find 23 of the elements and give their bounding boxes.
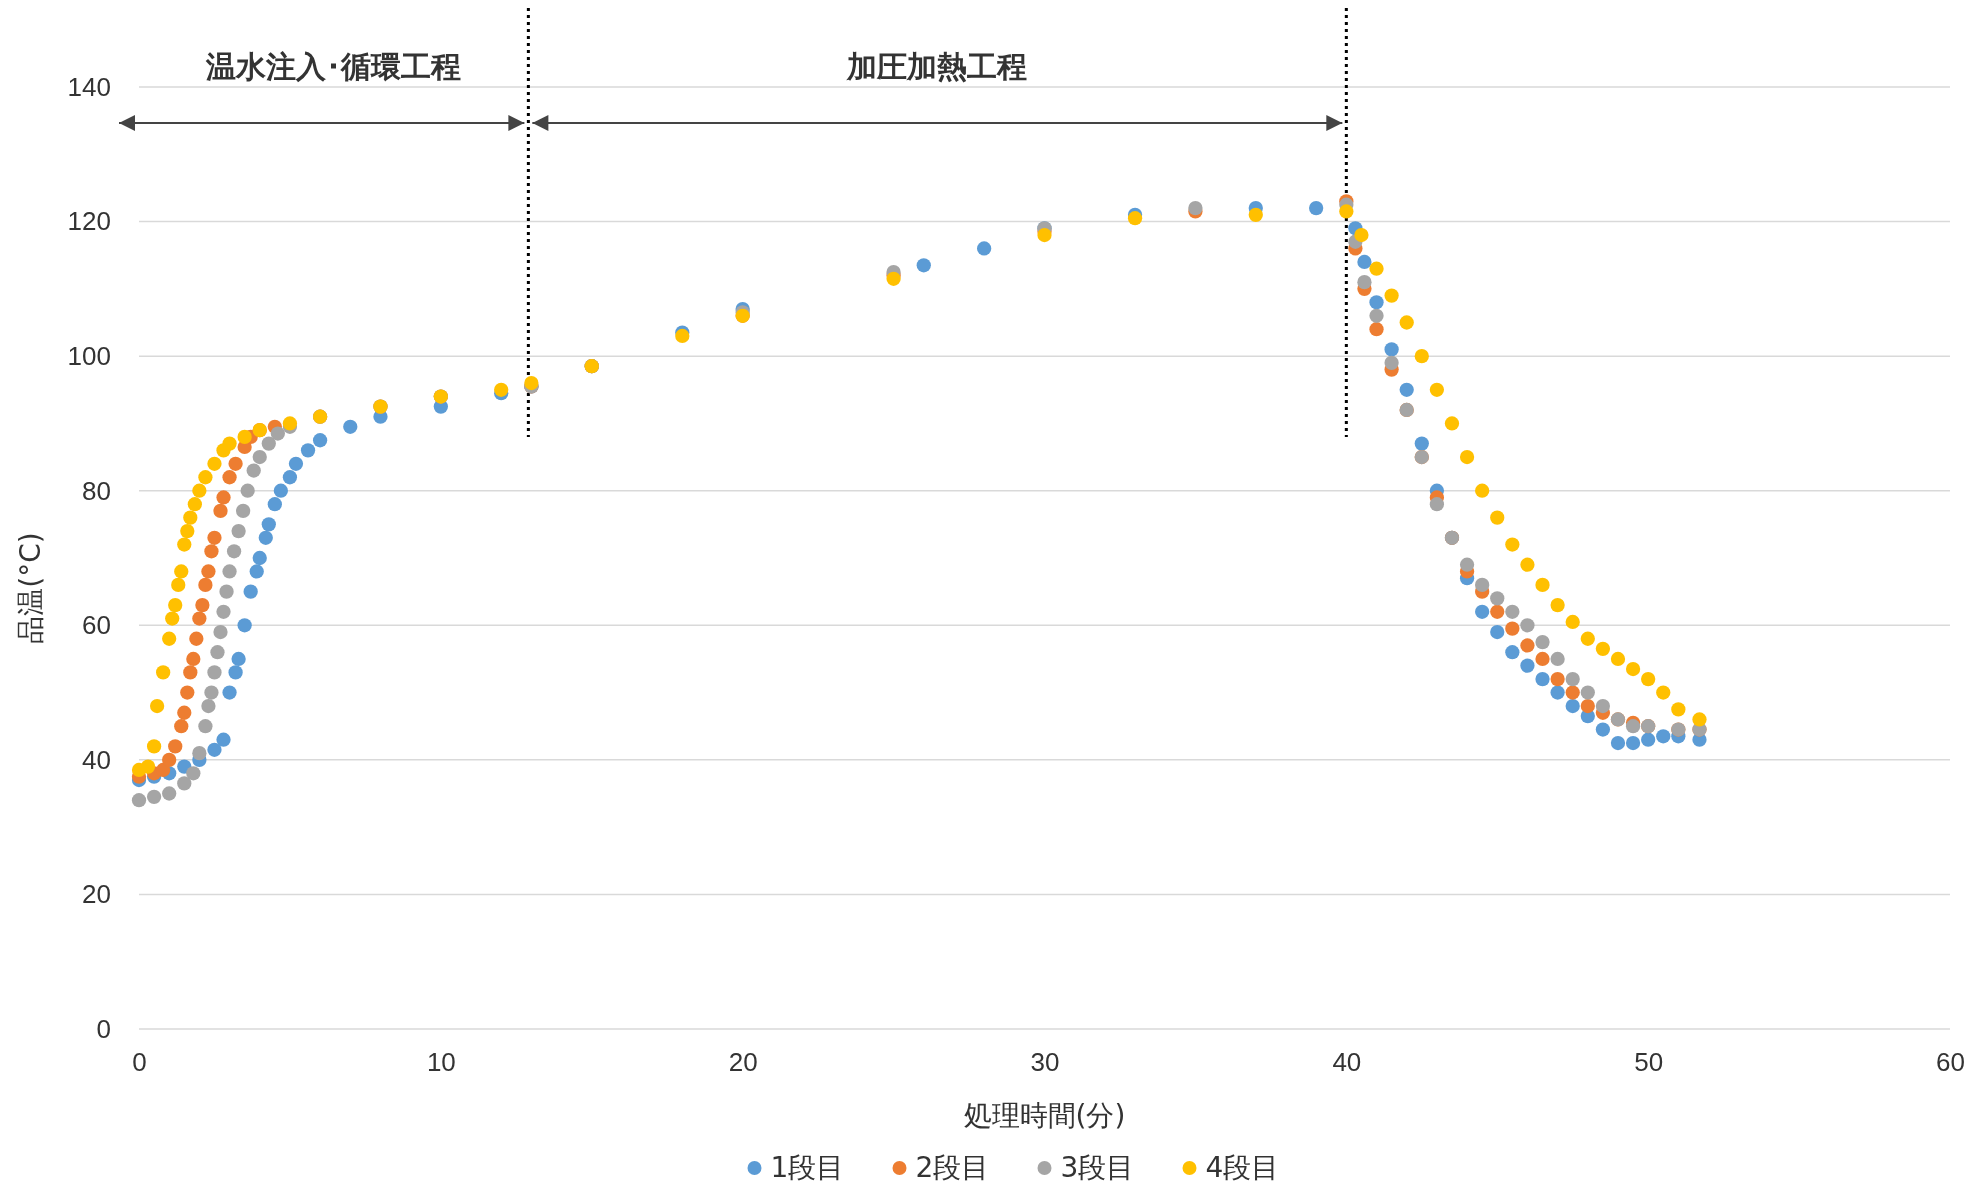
x-tick-label: 50 — [1634, 1047, 1664, 1078]
legend-label: 1段目 — [770, 1151, 845, 1184]
legend-label: 2段目 — [915, 1151, 990, 1184]
x-tick-label: 30 — [1030, 1047, 1060, 1078]
x-tick-label: 0 — [132, 1047, 147, 1078]
y-tick-label: 80 — [82, 475, 111, 506]
y-tick-label: 40 — [82, 744, 111, 775]
y-tick-label: 140 — [67, 71, 111, 102]
x-tick-label: 60 — [1936, 1047, 1965, 1078]
legend-label: 3段目 — [1060, 1151, 1135, 1184]
legend-label: 4段目 — [1205, 1151, 1280, 1184]
text: 温水注入･循環工程 — [205, 49, 462, 84]
y-axis-title: 品温(°C) — [14, 532, 47, 644]
x-axis-title: 処理時間(分) — [963, 1099, 1126, 1132]
y-tick-label: 120 — [67, 206, 111, 237]
x-tick-label: 20 — [728, 1047, 758, 1078]
y-tick-label: 0 — [96, 1013, 111, 1044]
text: 加圧加熱工程 — [846, 49, 1028, 84]
y-tick-label: 100 — [67, 340, 111, 371]
x-tick-label: 40 — [1332, 1047, 1362, 1078]
y-tick-label: 20 — [82, 879, 111, 910]
x-tick-label: 10 — [426, 1047, 456, 1078]
y-tick-label: 60 — [82, 610, 111, 641]
